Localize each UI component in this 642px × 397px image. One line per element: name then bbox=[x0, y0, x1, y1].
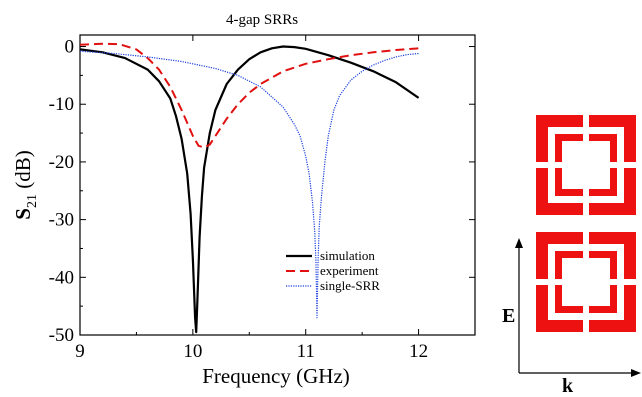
y-tick-label: -20 bbox=[49, 152, 74, 173]
chart-title: 4-gap SRRs bbox=[226, 12, 298, 28]
srr-unit-1 bbox=[536, 115, 636, 215]
x-tick-label: 11 bbox=[297, 341, 315, 362]
y-axis-label-unit: (dB) bbox=[11, 150, 35, 194]
series-line-simulation bbox=[79, 45, 420, 334]
srr-unit-2 bbox=[536, 232, 636, 332]
legend-label-experiment: experiment bbox=[320, 263, 379, 278]
field-arrows: E k bbox=[502, 238, 641, 397]
e-field-arrowhead bbox=[515, 238, 523, 248]
series-layer bbox=[79, 42, 420, 334]
y-tick-label: -50 bbox=[49, 325, 74, 346]
x-axis-label: Frequency (GHz) bbox=[202, 364, 350, 388]
plot-frame bbox=[79, 34, 476, 336]
legend-label-simulation: simulation bbox=[320, 248, 375, 263]
y-axis-label-main: S bbox=[11, 208, 35, 220]
series-line-single-SRR bbox=[79, 50, 419, 319]
y-axis-label: S21 (dB) bbox=[11, 150, 40, 219]
y-axis-label-subscript: 21 bbox=[25, 194, 40, 208]
e-field-label: E bbox=[502, 305, 515, 327]
k-vector-arrowhead bbox=[631, 369, 641, 377]
srr-diagram bbox=[536, 115, 636, 332]
x-tick-label: 12 bbox=[409, 341, 428, 362]
y-tick-label: -10 bbox=[49, 94, 74, 115]
y-tick-label: -40 bbox=[49, 267, 74, 288]
x-tick-label: 10 bbox=[183, 341, 202, 362]
k-vector-label: k bbox=[562, 375, 574, 392]
y-tick-label: 0 bbox=[65, 37, 75, 58]
y-tick-label: -30 bbox=[49, 210, 74, 231]
axis-ticks: 9 10 11 12 0 -10 -20 -30 -40 -50 bbox=[49, 35, 476, 362]
x-tick-label: 9 bbox=[75, 341, 85, 362]
series-line-experiment bbox=[79, 42, 419, 149]
legend-label-single-SRR: single-SRR bbox=[320, 278, 380, 293]
